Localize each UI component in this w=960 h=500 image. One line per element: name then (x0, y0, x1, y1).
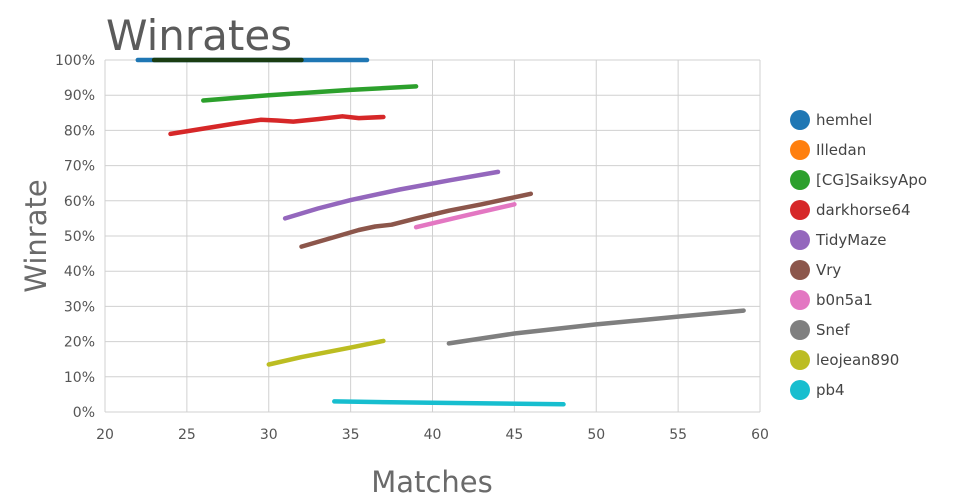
legend-swatch (790, 230, 810, 250)
legend-label: TidyMaze (815, 231, 887, 249)
y-tick-label: 30% (64, 299, 95, 315)
legend: hemhel Illedan [CG]SaiksyApo darkhorse64 Tid… (790, 110, 927, 400)
y-axis-title: Winrate (19, 179, 53, 292)
y-tick-label: 40% (64, 264, 95, 280)
legend-label: darkhorse64 (816, 201, 911, 219)
legend-label: [CG]SaiksyApo (816, 171, 927, 189)
x-tick-label: 60 (751, 427, 769, 443)
series-line-cg-saiksyapo (201, 84, 419, 103)
series-line-darkhorse64 (168, 114, 386, 137)
x-tick-label: 45 (505, 427, 523, 443)
series-line-vry (299, 191, 534, 249)
series-line-snef (446, 308, 746, 346)
legend-label: hemhel (816, 111, 872, 129)
y-tick-label: 10% (64, 370, 95, 386)
x-tick-label: 55 (669, 427, 687, 443)
y-tick-label: 80% (64, 123, 95, 139)
legend-label: b0n5a1 (816, 291, 873, 309)
series-line-tidymaze (282, 169, 501, 221)
y-tick-label: 50% (64, 229, 95, 245)
series-line-pb4 (332, 399, 566, 407)
x-tick-label: 20 (96, 427, 114, 443)
tick-layer: 0% 10% 20% 30% 40% 50% 60% 70% 80% 90% 100% 20 25 30 3… (55, 53, 769, 443)
legend-swatch (790, 260, 810, 280)
series-layer (135, 57, 746, 407)
legend-swatch (790, 350, 810, 370)
x-tick-label: 40 (424, 427, 442, 443)
legend-swatch (790, 170, 810, 190)
legend-swatch (790, 140, 810, 160)
y-tick-label: 70% (64, 159, 95, 175)
series-line-b0n5a1 (413, 202, 517, 230)
series-line-leojean890 (266, 338, 386, 367)
x-tick-label: 35 (342, 427, 360, 443)
legend-swatch (790, 290, 810, 310)
y-tick-label: 20% (64, 335, 95, 351)
legend-swatch (790, 110, 810, 130)
x-axis-title: Matches (371, 465, 492, 499)
legend-label: Snef (816, 321, 850, 339)
y-tick-label: 100% (55, 53, 95, 69)
grid-layer (104, 59, 761, 413)
chart-title: Winrates (106, 11, 292, 60)
x-tick-label: 30 (260, 427, 278, 443)
legend-label: Vry (816, 261, 841, 279)
legend-label: leojean890 (816, 351, 899, 369)
legend-label: Illedan (816, 141, 866, 159)
y-tick-label: 90% (64, 88, 95, 104)
legend-swatch (790, 200, 810, 220)
y-tick-label: 60% (64, 194, 95, 210)
legend-label: pb4 (816, 381, 845, 399)
x-tick-label: 50 (587, 427, 605, 443)
legend-swatch (790, 380, 810, 400)
legend-swatch (790, 320, 810, 340)
y-tick-label: 0% (73, 405, 95, 421)
x-tick-label: 25 (178, 427, 196, 443)
